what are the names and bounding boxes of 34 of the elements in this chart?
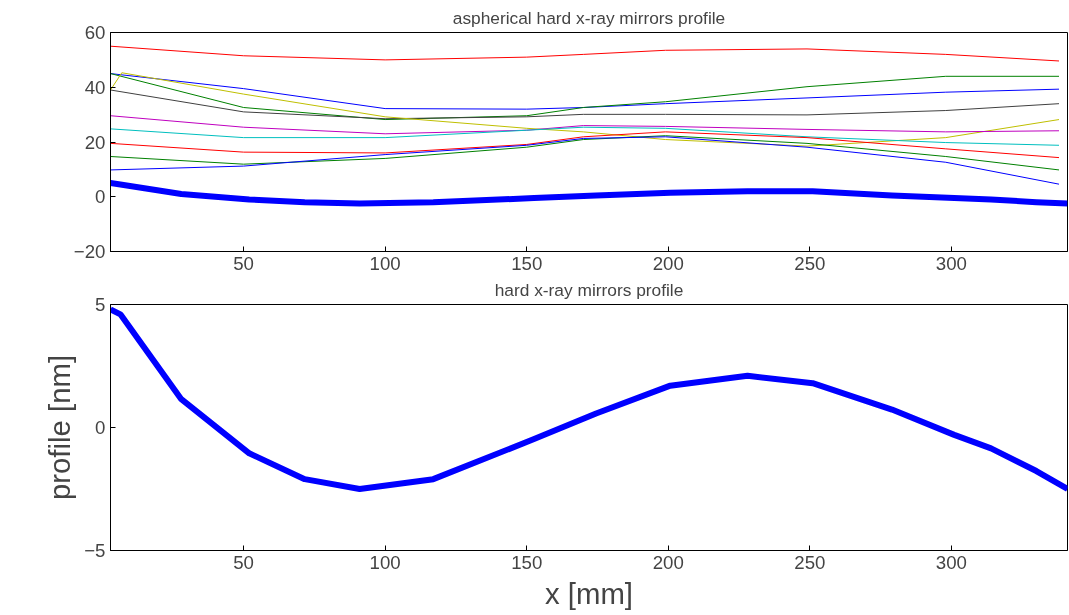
x-tick-label: 50 xyxy=(233,252,254,274)
line-series xyxy=(110,73,1060,121)
x-tick-label: 300 xyxy=(935,551,967,573)
line-series xyxy=(110,135,1060,171)
x-tick-label: 300 xyxy=(935,252,967,274)
x-tick-label: 200 xyxy=(652,551,684,573)
line-series xyxy=(110,72,1060,147)
line-series xyxy=(110,45,1060,62)
x-tick-label: 100 xyxy=(369,551,401,573)
x-tick-label: 150 xyxy=(511,252,543,274)
line-series xyxy=(110,136,1060,185)
x-tick-label: 50 xyxy=(233,551,254,573)
x-tick-label: 150 xyxy=(511,551,543,573)
y-tick-label: 5 xyxy=(95,294,106,315)
line-series xyxy=(110,126,1060,146)
line-series xyxy=(110,89,1060,120)
y-tick-label: −20 xyxy=(73,241,106,262)
x-tick-label: 250 xyxy=(794,551,826,573)
x-axis-title: x [mm] xyxy=(545,576,633,610)
line-series xyxy=(110,73,1060,110)
y-axis-title: profile [nm] xyxy=(43,354,77,501)
chart-title: hard x-ray mirrors profile xyxy=(494,279,684,300)
x-tick-label: 200 xyxy=(652,252,684,274)
y-tick-label: 20 xyxy=(84,131,106,153)
chart-title: aspherical hard x-ray mirrors profile xyxy=(452,7,726,28)
y-tick-label: 40 xyxy=(84,76,106,98)
x-tick-label: 100 xyxy=(369,252,401,274)
x-tick-label: 250 xyxy=(794,252,826,274)
y-tick-label: 0 xyxy=(95,186,106,208)
line-series xyxy=(110,115,1060,135)
y-tick-label: 60 xyxy=(84,22,106,43)
y-tick-label: −5 xyxy=(84,540,106,561)
y-tick-label: 0 xyxy=(95,417,106,438)
line-series xyxy=(110,131,1060,159)
